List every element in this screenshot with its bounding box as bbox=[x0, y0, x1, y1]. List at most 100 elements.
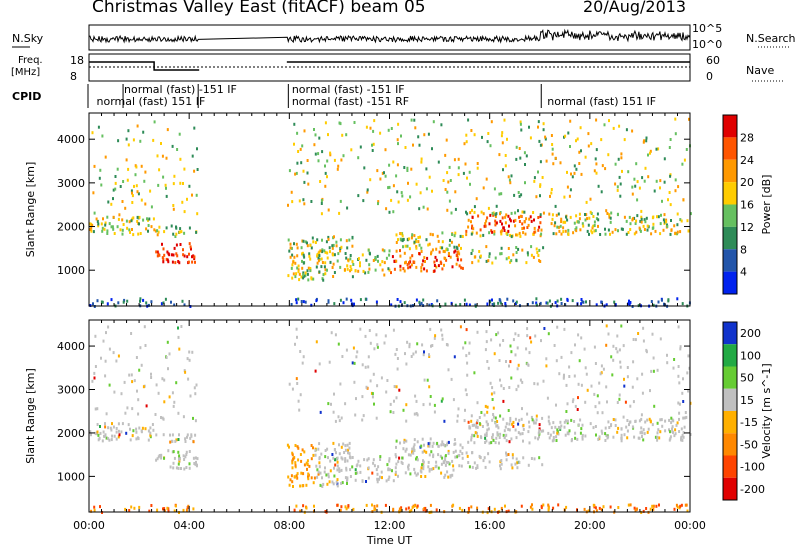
echo bbox=[443, 263, 445, 267]
echo bbox=[350, 268, 353, 271]
echo bbox=[381, 260, 384, 264]
echo bbox=[339, 247, 342, 250]
echo bbox=[652, 222, 655, 226]
echo bbox=[178, 457, 180, 461]
echo bbox=[173, 456, 176, 460]
echo bbox=[488, 255, 491, 259]
echo bbox=[388, 457, 391, 461]
echo bbox=[442, 179, 445, 182]
echo bbox=[631, 129, 634, 133]
echo bbox=[534, 421, 537, 425]
echo bbox=[577, 382, 580, 386]
echo bbox=[327, 237, 330, 241]
echo bbox=[346, 246, 349, 250]
echo bbox=[385, 256, 388, 260]
echo bbox=[626, 429, 629, 433]
echo bbox=[498, 359, 501, 362]
echo bbox=[303, 463, 306, 467]
echo bbox=[405, 260, 407, 264]
echo bbox=[404, 449, 407, 453]
echo bbox=[540, 339, 542, 343]
echo bbox=[340, 416, 343, 420]
cpid-segment-1: normal (fast) -151 IF bbox=[124, 83, 237, 96]
echo bbox=[300, 246, 303, 250]
echo bbox=[178, 456, 181, 460]
echo bbox=[612, 418, 615, 421]
echo bbox=[336, 503, 339, 507]
echo bbox=[310, 444, 313, 447]
echo bbox=[196, 457, 199, 461]
echo bbox=[299, 509, 302, 513]
echo bbox=[476, 330, 479, 334]
echo bbox=[144, 344, 147, 347]
echo bbox=[562, 226, 565, 230]
echo bbox=[334, 463, 337, 467]
echo bbox=[411, 505, 414, 509]
echo bbox=[322, 482, 325, 486]
echo bbox=[408, 247, 411, 251]
echo bbox=[682, 416, 685, 420]
echo bbox=[333, 253, 336, 257]
echo bbox=[605, 385, 608, 389]
echo bbox=[643, 218, 646, 222]
echo bbox=[107, 325, 110, 329]
echo bbox=[509, 260, 512, 264]
echo bbox=[525, 261, 528, 265]
echo bbox=[457, 157, 460, 161]
echo bbox=[287, 274, 290, 278]
echo bbox=[426, 378, 429, 382]
echo bbox=[324, 272, 327, 276]
echo bbox=[614, 303, 617, 307]
echo bbox=[537, 216, 540, 219]
echo bbox=[563, 135, 565, 139]
echo bbox=[338, 452, 341, 456]
colorbar-0-segment bbox=[723, 182, 737, 205]
echo bbox=[596, 394, 599, 398]
echo bbox=[318, 442, 321, 446]
echo bbox=[290, 246, 293, 250]
echo bbox=[614, 182, 617, 186]
echo bbox=[473, 371, 476, 375]
echo bbox=[412, 445, 415, 449]
echo bbox=[452, 398, 455, 402]
echo bbox=[289, 242, 292, 246]
echo bbox=[139, 346, 142, 350]
cpid-segment-0: normal (fast) 151 IF bbox=[97, 95, 206, 108]
echo bbox=[322, 278, 325, 282]
echo bbox=[144, 202, 147, 206]
echo bbox=[192, 507, 195, 511]
echo bbox=[440, 471, 443, 475]
echo bbox=[388, 210, 391, 214]
echo bbox=[447, 440, 450, 444]
echo bbox=[356, 350, 359, 354]
echo bbox=[641, 391, 644, 395]
echo bbox=[404, 244, 407, 248]
x-axis-label: Time UT bbox=[366, 534, 412, 547]
echo bbox=[104, 359, 107, 363]
echo bbox=[498, 436, 501, 439]
echo bbox=[616, 213, 619, 217]
echo bbox=[93, 505, 96, 509]
echo bbox=[399, 254, 402, 258]
echo bbox=[523, 210, 526, 214]
echo bbox=[569, 215, 572, 219]
echo bbox=[632, 338, 635, 341]
echo bbox=[452, 450, 455, 454]
echo bbox=[191, 255, 193, 259]
echo bbox=[585, 300, 587, 304]
echo bbox=[444, 257, 447, 260]
echo bbox=[183, 369, 186, 373]
echo bbox=[504, 504, 506, 508]
echo bbox=[371, 471, 374, 475]
echo bbox=[573, 420, 576, 423]
echo bbox=[646, 430, 649, 434]
echo bbox=[423, 507, 426, 511]
echo bbox=[515, 157, 518, 161]
echo bbox=[298, 408, 301, 412]
echo bbox=[501, 141, 504, 145]
echo bbox=[593, 169, 596, 173]
echo bbox=[575, 226, 578, 230]
echo bbox=[183, 210, 186, 214]
echo bbox=[438, 250, 441, 254]
echo bbox=[312, 446, 314, 450]
